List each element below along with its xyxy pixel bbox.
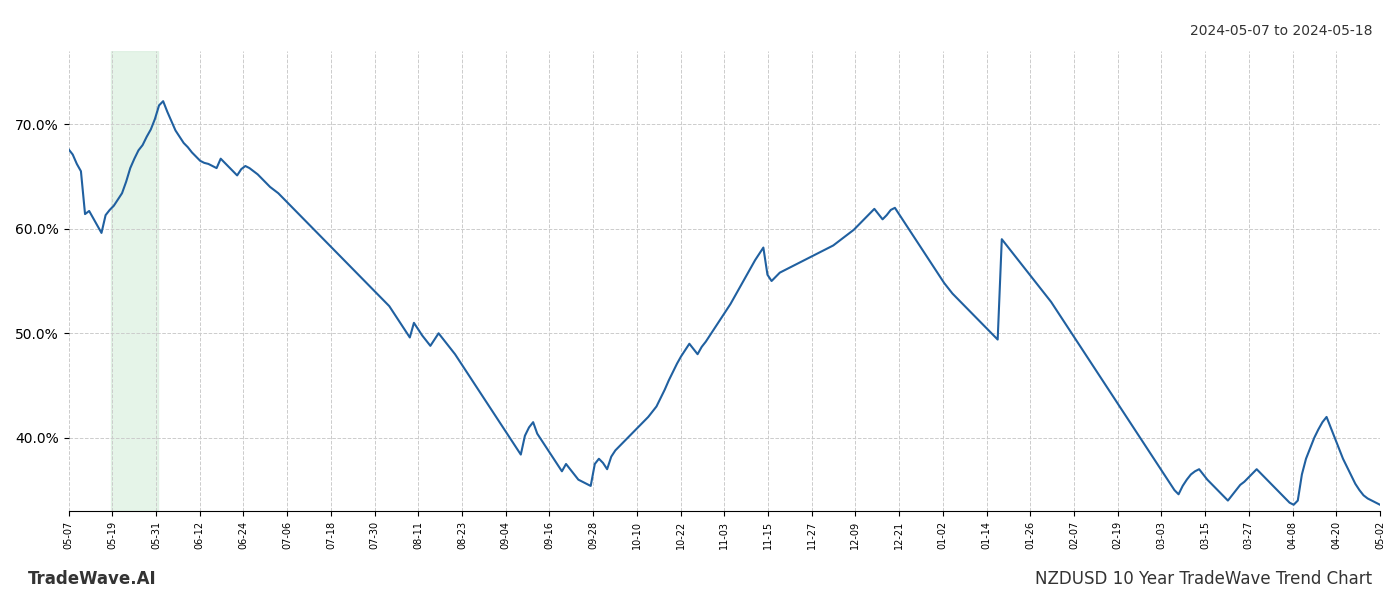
Text: 2024-05-07 to 2024-05-18: 2024-05-07 to 2024-05-18 — [1190, 24, 1372, 38]
Text: TradeWave.AI: TradeWave.AI — [28, 570, 157, 588]
Bar — [111, 51, 158, 511]
Text: NZDUSD 10 Year TradeWave Trend Chart: NZDUSD 10 Year TradeWave Trend Chart — [1035, 570, 1372, 588]
